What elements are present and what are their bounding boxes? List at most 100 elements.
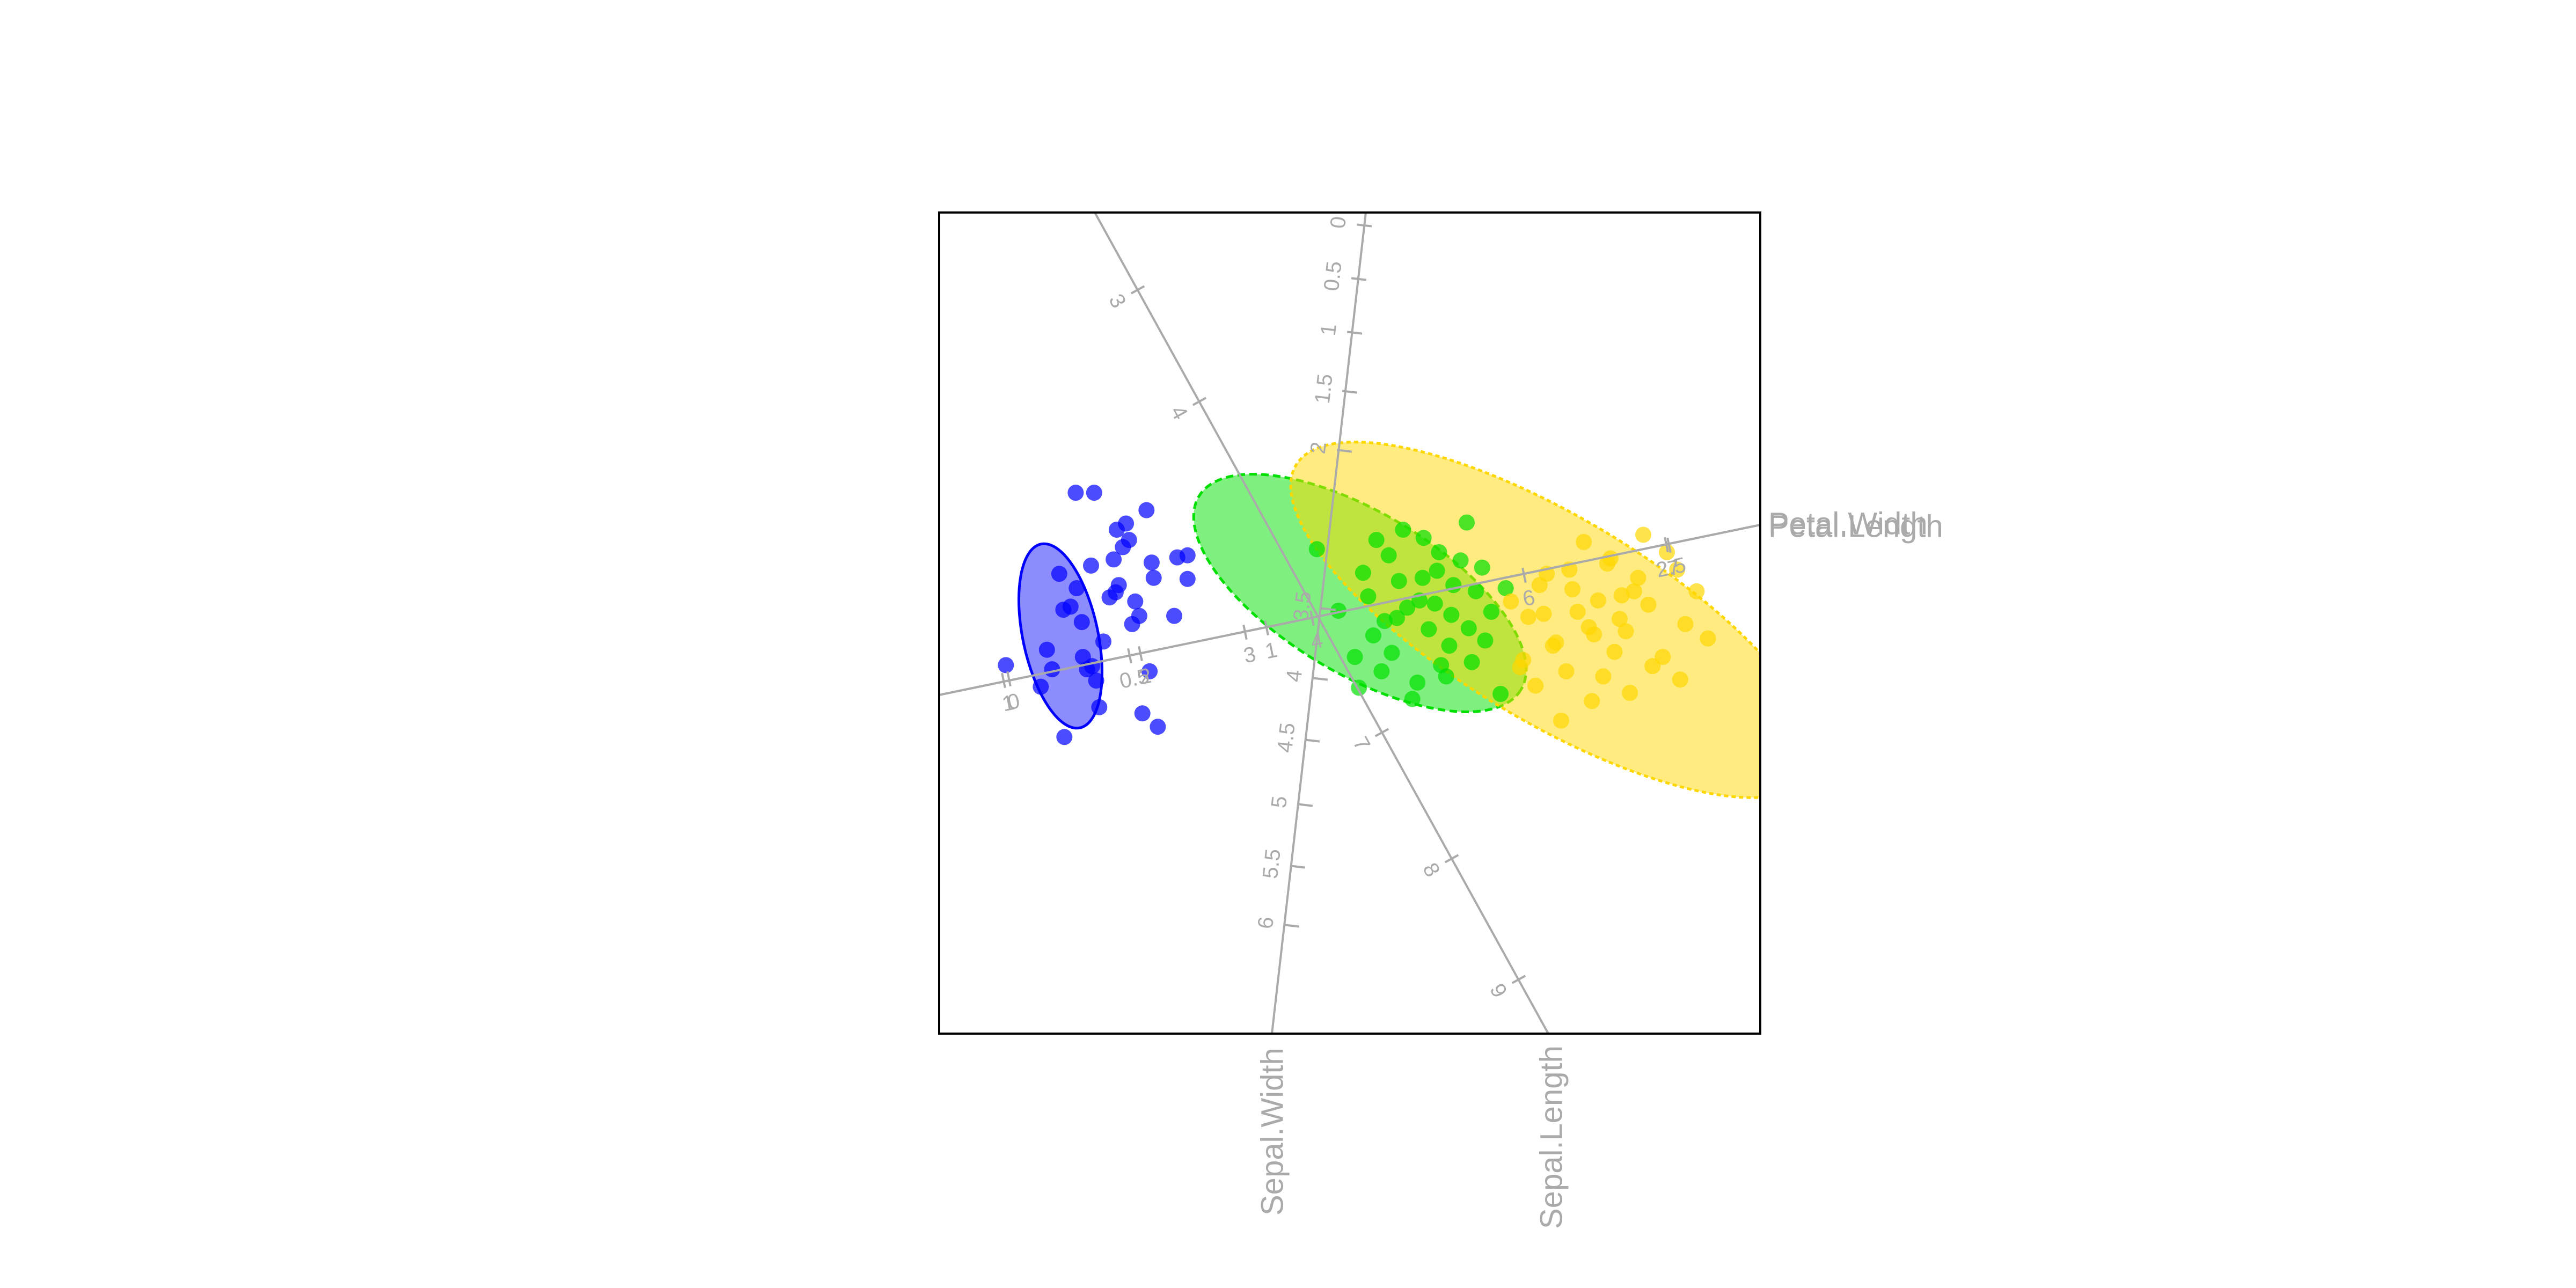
data-point [1389,610,1405,626]
data-point [1086,485,1102,501]
data-point [1644,658,1661,675]
data-point [1415,530,1432,546]
data-point [1640,596,1657,613]
data-point [1459,514,1475,531]
data-point [1477,632,1494,649]
axis-tick-mark [1312,677,1328,681]
data-point [1688,583,1705,599]
data-point [1520,609,1536,625]
data-point [1426,595,1443,612]
axis-name-label: Petal.Length [1768,509,1943,544]
data-point [1441,638,1458,654]
data-point [1169,549,1185,566]
data-point [1365,627,1381,643]
data-point [1134,705,1151,722]
data-point [1368,532,1385,548]
axis-tick-mark [1356,223,1372,228]
data-point [1091,699,1108,715]
data-point [1595,668,1612,685]
data-point [1564,581,1580,597]
data-point [1409,674,1426,691]
data-point [1069,580,1085,596]
data-point [1553,712,1569,729]
data-point [1672,671,1688,688]
axis-name-label: Sepal.Width [1255,1048,1290,1216]
data-point [1626,583,1642,599]
data-point [1445,577,1462,594]
data-point [1391,573,1407,589]
axis-tick-label: 1 [1316,323,1341,337]
data-point [1056,729,1073,745]
axis-tick-mark [1297,803,1313,807]
data-point [1515,652,1532,668]
data-point [1150,719,1166,735]
axis-tick-label: 1 [1263,638,1279,664]
data-point [1452,552,1469,569]
data-point [1166,608,1182,624]
data-point [1421,621,1437,638]
data-point [1602,550,1619,567]
axis-line [1094,212,1549,1034]
axis-tick-label: 5 [1267,795,1292,809]
axis-tick-label: 4.5 [1273,721,1300,753]
data-point [1074,649,1091,665]
data-point [1443,606,1460,623]
axis-tick-label: 9 [1485,980,1511,1002]
data-point [1438,668,1454,685]
axis-tick-mark [1192,397,1207,406]
axis-tick-mark [1284,924,1300,928]
data-point [1612,611,1628,627]
data-point [1404,691,1421,707]
data-point [1346,649,1363,665]
data-point [1584,693,1600,709]
data-point [1497,580,1514,596]
axis-tick-label: 0.5 [1320,260,1346,292]
data-point [1360,588,1377,605]
data-point [1580,619,1597,635]
data-point [1044,661,1060,678]
data-point [1503,593,1519,610]
axis-tick-mark [1521,567,1527,583]
axis-line [939,524,1761,696]
data-point [1033,678,1049,695]
data-point [1145,569,1162,586]
data-point [1468,583,1484,599]
data-point [1380,547,1397,564]
data-point [1131,608,1147,624]
axis-tick-mark [1511,975,1526,984]
data-point [1492,686,1509,702]
axis-tick-mark [1320,607,1336,611]
axis-tick-mark [1309,610,1315,626]
axis-name-label: Petal.Width [1768,506,1928,541]
axis-tick-mark [1346,331,1363,335]
data-point [1535,605,1552,622]
data-point [1073,614,1090,631]
data-point [1618,623,1634,640]
data-point [1143,554,1160,571]
data-point [1038,641,1055,658]
data-point [1106,551,1122,568]
data-point [1431,544,1447,560]
axis-tick-label: 6 [1254,916,1278,930]
data-point [1527,677,1544,694]
data-point [1622,685,1638,701]
data-point [1107,584,1124,601]
data-point [1067,485,1084,501]
axis-tick-label: 3 [1104,290,1130,312]
data-point [1630,569,1646,586]
data-point [1677,616,1694,632]
data-point [1399,599,1416,616]
axis-tick-mark [1242,624,1248,640]
axis-tick-mark [1290,865,1306,869]
data-point [1700,630,1716,647]
data-point [1051,566,1067,582]
data-point [1062,598,1079,615]
axis-tick-label: 7 [1348,733,1374,755]
axis-line [1271,212,1367,1034]
axis-tick-label: 1.5 [1311,372,1337,405]
data-point [1395,522,1411,538]
data-point [1569,604,1586,620]
axis-tick-label: 0 [1326,215,1351,230]
data-point [1138,502,1155,518]
